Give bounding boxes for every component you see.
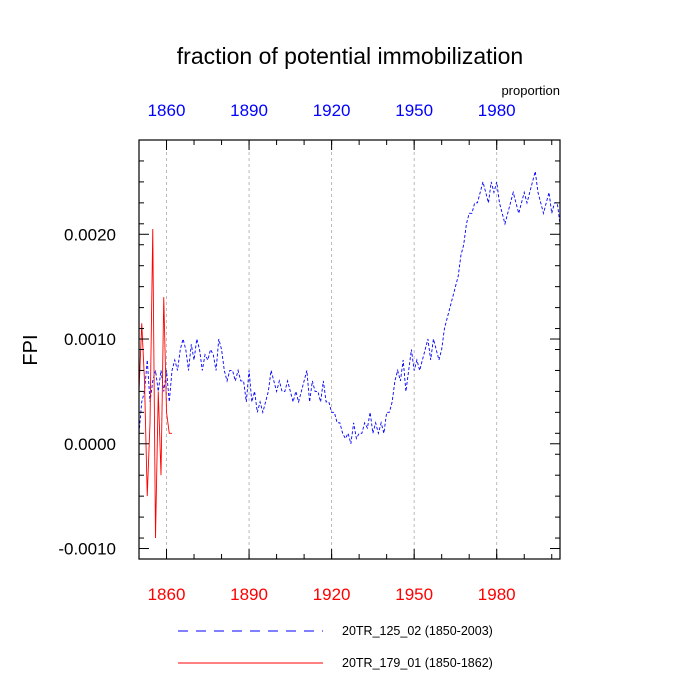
x-top-tick-label: 1950 bbox=[395, 101, 433, 120]
x-tick-label: 1980 bbox=[478, 585, 516, 604]
y-tick-label: 0.0000 bbox=[64, 435, 116, 454]
legend-label: 20TR_179_01 (1850-1862) bbox=[342, 656, 493, 670]
plot-frame bbox=[138, 139, 561, 560]
chart-title: fraction of potential immobilization bbox=[177, 43, 523, 69]
series-line-2 bbox=[138, 229, 173, 539]
y-axis-label: FPI bbox=[20, 334, 42, 365]
x-top-tick-label: 1980 bbox=[478, 101, 516, 120]
y-tick-label: 0.0010 bbox=[64, 330, 116, 349]
tick-layer: 1860 1860 1890 1890 1920 1920 1950 1950 1980 1980… bbox=[58, 101, 560, 604]
y-tick-label: 0.0020 bbox=[64, 225, 116, 244]
x-tick-label: 1920 bbox=[313, 585, 351, 604]
series-layer bbox=[138, 171, 561, 539]
y-tick-label: -0.0010 bbox=[58, 540, 116, 559]
x-tick-label: 1860 bbox=[148, 585, 186, 604]
x-tick-label: 1890 bbox=[230, 585, 268, 604]
grid-layer bbox=[166, 140, 498, 559]
x-top-tick-label: 1860 bbox=[148, 101, 186, 120]
units-label: proportion bbox=[501, 83, 560, 98]
legend-label: 20TR_125_02 (1850-2003) bbox=[342, 624, 493, 638]
x-tick-label: 1950 bbox=[395, 585, 433, 604]
x-top-tick-label: 1890 bbox=[230, 101, 268, 120]
x-top-tick-label: 1920 bbox=[313, 101, 351, 120]
series-line-1 bbox=[138, 171, 561, 444]
legend: 20TR_125_02 (1850-2003) 20TR_179_01 (1850… bbox=[178, 624, 493, 670]
